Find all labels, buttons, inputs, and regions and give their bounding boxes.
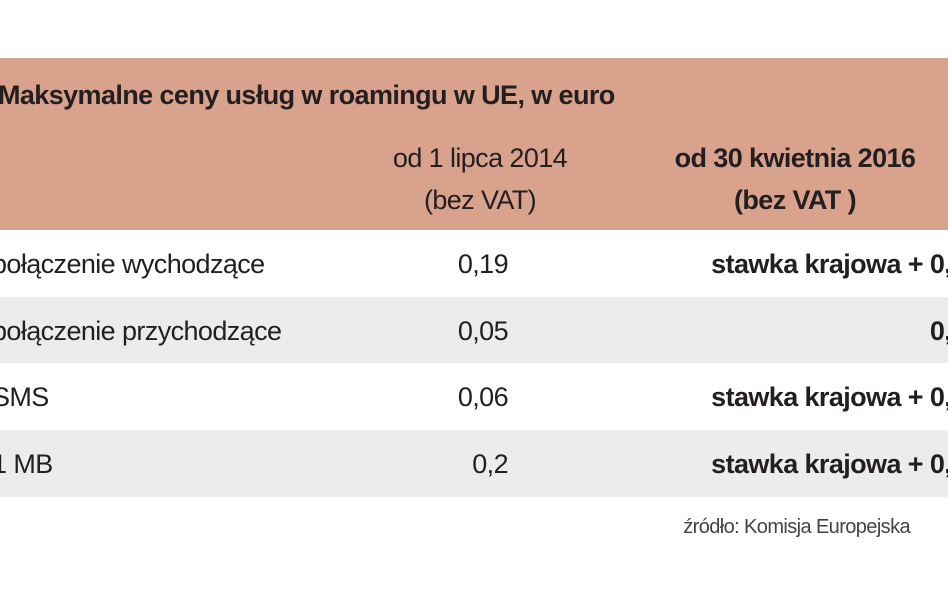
column-header: (bez VAT): [423, 185, 537, 215]
source: źródło: Komisja Europejska: [683, 516, 910, 538]
header-band: [0, 58, 948, 230]
row-label: połączenie wychodzące: [0, 249, 265, 279]
column-header: od 30 kwietnia 2016: [674, 143, 916, 173]
column-header: od 1 lipca 2014: [392, 143, 568, 173]
row-label: 1 MB: [0, 449, 53, 480]
column-header: (bez VAT ): [734, 185, 857, 215]
cell-value: stawka krajowa + 0,05: [711, 249, 948, 279]
row-band: [0, 297, 948, 363]
row-band: [0, 430, 948, 497]
table-title: Maksymalne ceny usług w roamingu w UE, w…: [0, 80, 615, 110]
cell-value: stawka krajowa + 0,02: [711, 382, 948, 413]
cell-value: 0,06: [457, 382, 509, 413]
row-label: SMS: [0, 382, 49, 413]
cell-value: 0,05: [457, 315, 509, 346]
cell-value: stawka krajowa + 0,05: [711, 449, 948, 480]
cell-value: 0,2: [472, 449, 508, 480]
cell-value: 0,01: [929, 315, 948, 346]
row-label: połączenie przychodzące: [0, 315, 282, 346]
cell-value: 0,19: [457, 249, 509, 279]
